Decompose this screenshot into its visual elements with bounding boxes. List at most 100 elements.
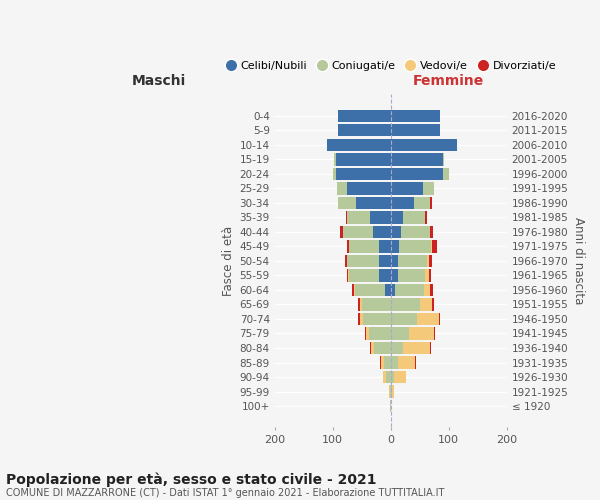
Bar [382,356,384,368]
Text: COMUNE DI MAZZARRONE (CT) - Dati ISTAT 1° gennaio 2021 - Elaborazione TUTTITALIA: COMUNE DI MAZZARRONE (CT) - Dati ISTAT 1… [6,488,445,498]
Bar [394,371,406,383]
Bar [391,342,403,354]
Bar [379,255,391,267]
Bar [332,168,335,180]
Bar [434,328,435,340]
Bar [355,284,385,296]
Bar [392,386,394,398]
Bar [419,298,433,310]
Bar [340,226,343,238]
Bar [349,240,379,252]
Bar [338,124,391,136]
Bar [335,153,391,166]
Bar [347,255,379,267]
Bar [391,298,419,310]
Bar [358,313,360,325]
Bar [433,240,437,252]
Bar [327,138,391,151]
Bar [429,255,432,267]
Bar [338,196,356,209]
Bar [429,270,431,281]
Text: Popolazione per età, sesso e stato civile - 2021: Popolazione per età, sesso e stato civil… [6,472,377,487]
Bar [353,284,355,296]
Bar [417,313,439,325]
Bar [370,342,371,354]
Bar [430,284,433,296]
Bar [415,356,416,368]
Bar [398,255,427,267]
Bar [430,196,432,209]
Bar [349,270,379,281]
Bar [334,153,335,166]
Bar [427,255,429,267]
Bar [391,182,422,194]
Bar [391,196,414,209]
Bar [346,211,347,224]
Text: Femmine: Femmine [413,74,484,88]
Bar [337,182,347,194]
Bar [379,270,391,281]
Bar [391,386,392,398]
Bar [347,182,391,194]
Bar [439,313,440,325]
Bar [414,196,430,209]
Text: Maschi: Maschi [131,74,186,88]
Bar [391,356,398,368]
Bar [358,298,360,310]
Bar [391,270,398,281]
Bar [391,124,440,136]
Bar [335,168,391,180]
Bar [431,240,433,252]
Bar [389,386,391,398]
Bar [366,328,368,340]
Bar [398,356,415,368]
Bar [391,226,401,238]
Bar [391,211,403,224]
Bar [352,284,353,296]
Bar [384,356,391,368]
Bar [403,211,425,224]
Bar [409,328,434,340]
Bar [356,196,391,209]
Bar [363,313,391,325]
Bar [443,168,449,180]
Bar [430,226,433,238]
Bar [385,284,391,296]
Bar [424,284,430,296]
Legend: Celibi/Nubili, Coniugati/e, Vedovi/e, Divorziati/e: Celibi/Nubili, Coniugati/e, Vedovi/e, Di… [221,57,560,76]
Bar [383,371,386,383]
Bar [401,226,430,238]
Bar [380,356,382,368]
Bar [403,342,430,354]
Bar [343,226,373,238]
Bar [338,110,391,122]
Bar [386,371,391,383]
Bar [373,226,391,238]
Y-axis label: Anni di nascita: Anni di nascita [572,217,585,304]
Bar [430,342,431,354]
Bar [391,255,398,267]
Bar [346,255,347,267]
Bar [391,168,443,180]
Bar [425,211,427,224]
Bar [391,284,395,296]
Bar [370,211,391,224]
Bar [368,328,391,340]
Bar [422,182,434,194]
Bar [400,240,431,252]
Bar [391,313,417,325]
Bar [443,153,444,166]
Bar [391,110,440,122]
Bar [391,328,409,340]
Bar [391,240,400,252]
Bar [362,298,391,310]
Bar [360,298,362,310]
Bar [398,270,425,281]
Bar [433,298,434,310]
Bar [425,270,429,281]
Bar [391,371,394,383]
Bar [374,342,391,354]
Bar [347,211,370,224]
Bar [360,313,363,325]
Bar [347,240,349,252]
